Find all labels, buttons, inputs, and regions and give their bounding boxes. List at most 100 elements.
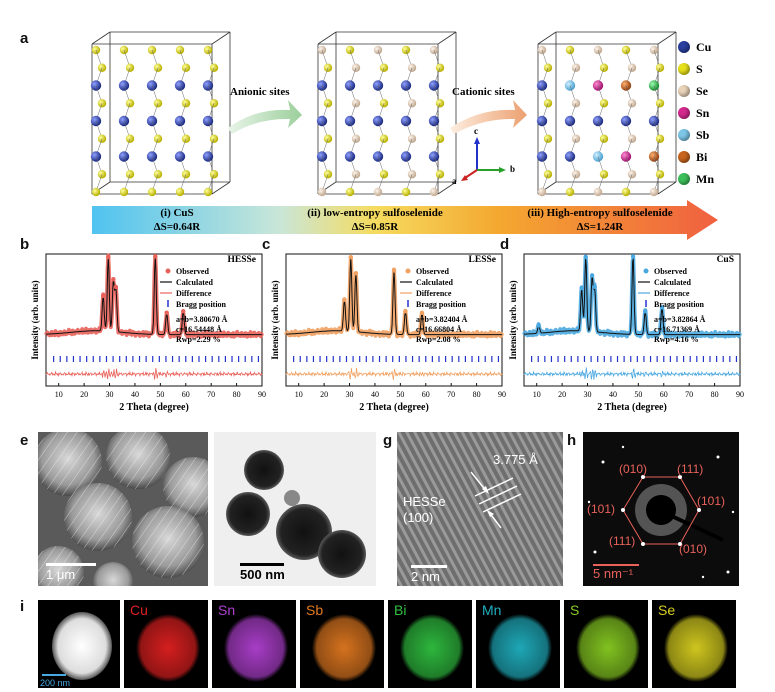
legend-label: Bragg position bbox=[654, 300, 705, 309]
atom-swatch-icon bbox=[678, 85, 690, 97]
legend-observed-icon bbox=[643, 268, 649, 274]
x-tick-label: 40 bbox=[371, 390, 379, 399]
xrd-plot: 10 20 30 40 50 60 70 80 90 2 Theta (degree) Intens… bbox=[508, 253, 744, 413]
peak-marker bbox=[536, 323, 541, 328]
arrow-label-anionic: Anionic sites bbox=[230, 86, 290, 98]
sample-name: LESSe bbox=[469, 255, 496, 265]
x-tick-label: 60 bbox=[422, 390, 430, 399]
eds-element-label: Sn bbox=[218, 602, 236, 618]
peak-marker bbox=[111, 277, 116, 282]
y-axis-label: Intensity (arb. units) bbox=[270, 280, 280, 359]
x-tick-label: 50 bbox=[634, 390, 642, 399]
x-tick-label: 90 bbox=[258, 390, 266, 399]
refinement-param: a=b=3.82404 Å bbox=[416, 315, 468, 324]
scale-bar bbox=[46, 563, 96, 566]
legend-label: Sb bbox=[696, 127, 710, 142]
legend-label: Cu bbox=[696, 39, 712, 54]
plot-frame bbox=[45, 253, 263, 387]
legend-label: Difference bbox=[416, 289, 452, 298]
legend-item-bi: Bi bbox=[678, 146, 714, 168]
saed-spot-label: (010) bbox=[679, 542, 708, 556]
xrd-plot: 10 20 30 40 50 60 70 80 90 2 Theta (degree) Intens… bbox=[270, 253, 506, 413]
x-tick-label: 80 bbox=[711, 390, 719, 399]
eds-signal bbox=[400, 614, 464, 682]
legend-label: Calculated bbox=[176, 278, 213, 287]
xrd-chart-lesse: 10 20 30 40 50 60 70 80 90 2 Theta (degree) Intens… bbox=[262, 244, 507, 424]
haadf-image: 200 nm bbox=[38, 600, 120, 688]
axis-c-label: c bbox=[474, 126, 478, 136]
xrd-chart-cus: 10 20 30 40 50 60 70 80 90 2 Theta (degree) Intens… bbox=[500, 244, 745, 424]
x-tick-label: 70 bbox=[207, 390, 215, 399]
peak-marker bbox=[403, 308, 408, 314]
x-tick-label: 10 bbox=[533, 390, 541, 399]
peak-marker bbox=[659, 305, 665, 310]
x-tick-label: 30 bbox=[584, 390, 592, 399]
eds-map-sb: Sb bbox=[300, 600, 384, 688]
element-legend: Cu S Se Sn Sb Bi Mn bbox=[678, 36, 714, 190]
sample-name: HESSe bbox=[227, 255, 256, 265]
atom-swatch-icon bbox=[678, 129, 690, 141]
peak-marker bbox=[589, 273, 595, 278]
legend-observed-icon bbox=[165, 268, 171, 274]
x-axis-label: 2 Theta (degree) bbox=[359, 402, 429, 413]
x-tick-label: 60 bbox=[182, 390, 190, 399]
peak-marker bbox=[583, 254, 588, 260]
atom-swatch-icon bbox=[678, 41, 690, 53]
hrtem-fringes bbox=[397, 432, 563, 586]
legend-label: Sn bbox=[696, 105, 710, 120]
scale-bar bbox=[411, 565, 447, 568]
x-tick-label: 90 bbox=[736, 390, 744, 399]
eds-signal bbox=[664, 614, 728, 682]
stage1-title: (i) CuS bbox=[160, 207, 194, 219]
peak-marker bbox=[113, 284, 119, 290]
stage3-title: (iii) High-entropy sulfoselenide bbox=[527, 207, 673, 219]
eds-map-bi: Bi bbox=[388, 600, 472, 688]
refinement-param: c=16.54448 Å bbox=[176, 325, 222, 334]
x-tick-label: 20 bbox=[320, 390, 328, 399]
sample-name: CuS bbox=[717, 255, 734, 265]
x-axis-label: 2 Theta (degree) bbox=[597, 402, 667, 413]
x-tick-label: 90 bbox=[498, 390, 506, 399]
eds-signal bbox=[312, 614, 376, 682]
eds-map-cu: Cu bbox=[124, 600, 208, 688]
legend-label: Observed bbox=[654, 267, 687, 276]
y-axis-label: Intensity (arb. units) bbox=[508, 280, 518, 359]
legend-label: Observed bbox=[176, 267, 209, 276]
saed-pattern: (010) (111) (101) (101) (111) (010) 5 nm… bbox=[583, 432, 739, 586]
legend-label: Difference bbox=[654, 289, 690, 298]
scale-bar bbox=[240, 563, 284, 566]
tem-particles bbox=[214, 432, 376, 586]
eds-map-sn: Sn bbox=[212, 600, 296, 688]
saed-spot-label: (111) bbox=[609, 534, 636, 548]
atom-swatch-icon bbox=[678, 173, 690, 185]
stage3-value: ΔS=1.24R bbox=[576, 221, 624, 233]
refinement-param: a=b=3.80670 Å bbox=[176, 315, 228, 324]
sem-flower-texture bbox=[38, 432, 208, 586]
atom-swatch-icon bbox=[678, 63, 690, 75]
refinement-param: c=16.66804 Å bbox=[416, 325, 462, 334]
eds-element-label: Bi bbox=[394, 602, 407, 618]
scale-label: 1 μm bbox=[46, 567, 76, 582]
x-axis-label: 2 Theta (degree) bbox=[119, 402, 189, 413]
eds-element-label: Cu bbox=[130, 602, 148, 618]
legend-label: Difference bbox=[176, 289, 212, 298]
legend-label: Mn bbox=[696, 171, 714, 186]
x-tick-label: 80 bbox=[473, 390, 481, 399]
xrd-plot: 10 20 30 40 50 60 70 80 90 2 Theta (degree) Intens… bbox=[30, 253, 266, 413]
peak-marker bbox=[181, 309, 186, 314]
peak-marker bbox=[342, 297, 347, 302]
scale-label: 200 nm bbox=[40, 678, 71, 688]
scale-bar bbox=[42, 674, 66, 676]
legend-item-cu: Cu bbox=[678, 36, 714, 58]
y-axis-label: Intensity (arb. units) bbox=[30, 280, 40, 359]
x-tick-label: 40 bbox=[131, 390, 139, 399]
plot-frame bbox=[285, 253, 503, 387]
panel-label-i: i bbox=[20, 598, 25, 615]
peak-marker bbox=[106, 254, 111, 260]
plot-frame bbox=[523, 253, 741, 387]
x-tick-label: 30 bbox=[346, 390, 354, 399]
refinement-param: Rwp=2.29 % bbox=[176, 335, 221, 344]
x-tick-label: 50 bbox=[156, 390, 164, 399]
saed-spot-label: (101) bbox=[697, 494, 726, 508]
x-tick-label: 50 bbox=[396, 390, 404, 399]
